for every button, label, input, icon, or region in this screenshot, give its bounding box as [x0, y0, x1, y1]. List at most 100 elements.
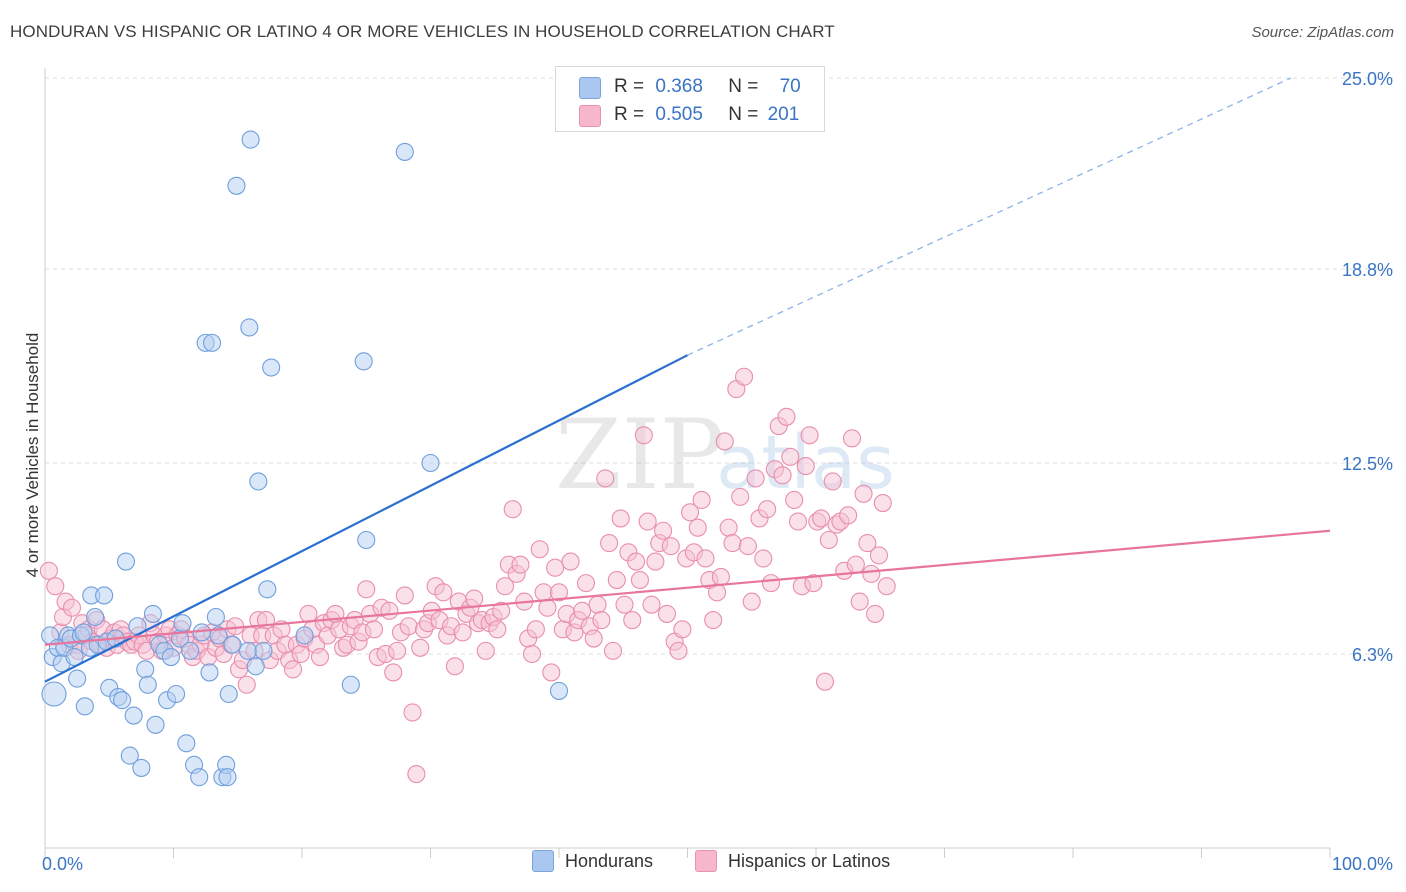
- hispanics-point: [719, 518, 738, 537]
- hispanics-point: [812, 509, 831, 528]
- hondurans-point: [181, 641, 200, 660]
- hispanics-point: [611, 509, 630, 528]
- y-tick-label-2: 18.8%: [1342, 260, 1393, 280]
- hondurans-point: [219, 684, 238, 704]
- source-label: Source: ZipAtlas.com: [1251, 24, 1394, 41]
- hondurans-point: [549, 681, 569, 700]
- hondurans-point: [41, 681, 67, 707]
- gridlines: [45, 77, 1393, 655]
- hispanics-point: [453, 623, 472, 642]
- y-axis-title: 4 or more Vehicles in Household: [23, 333, 42, 578]
- hispanics-point: [573, 601, 592, 620]
- hispanics-point: [704, 611, 723, 630]
- legend-item-hondurans[interactable]: Hondurans: [532, 850, 653, 872]
- legend-label-hispanics: Hispanics or Latinos: [728, 850, 891, 871]
- hondurans-point: [200, 663, 219, 682]
- hispanics-point: [522, 644, 542, 664]
- hispanics-point: [600, 534, 619, 553]
- hispanics-point: [800, 426, 819, 445]
- hispanics-point: [773, 466, 792, 485]
- legend-text-hondurans: R = 0.368 N = 70: [614, 76, 801, 97]
- hispanics-point: [534, 583, 553, 602]
- hondurans-point: [395, 142, 414, 161]
- hondurans-point: [240, 318, 259, 337]
- hispanics-point: [742, 592, 761, 611]
- hispanics-point: [495, 577, 515, 596]
- hispanics-point: [754, 549, 773, 568]
- hispanics-point: [46, 577, 65, 596]
- hispanics-point: [615, 595, 634, 614]
- hondurans-point: [227, 176, 246, 195]
- hispanics-point: [39, 561, 58, 580]
- hispanics-point: [738, 537, 757, 556]
- hispanics-point: [237, 675, 256, 694]
- hispanics-point: [869, 546, 889, 565]
- x-tick-right: 100.0%: [1332, 854, 1393, 874]
- hispanics-point: [746, 469, 765, 488]
- hispanics-point: [696, 549, 715, 568]
- hispanics-point: [283, 660, 303, 679]
- hispanics-point: [476, 641, 495, 660]
- legend-text-hispanics: R = 0.505 N = 201: [614, 104, 800, 125]
- hondurans-point: [177, 734, 196, 753]
- hispanics-point: [357, 580, 376, 599]
- hispanics-point: [669, 641, 688, 660]
- hispanics-point: [388, 641, 407, 660]
- hispanics-point: [407, 765, 426, 784]
- legend-swatch-hispanics: [579, 105, 601, 127]
- hispanics-point: [854, 484, 873, 503]
- hispanics-point: [839, 506, 858, 525]
- hondurans-point: [143, 604, 162, 623]
- hondurans-point: [218, 768, 237, 787]
- y-tick-label-1: 12.5%: [1342, 454, 1393, 474]
- hondurans-point: [254, 641, 273, 660]
- hispanics-point: [781, 447, 800, 466]
- hondurans-point: [167, 684, 186, 704]
- hispanics-point: [711, 567, 730, 587]
- hondurans-point: [258, 580, 277, 599]
- hispanics-point: [542, 663, 561, 682]
- legend-swatch-hondurans-bottom: [532, 850, 554, 872]
- hispanics-point: [731, 487, 750, 506]
- hispanics-point: [511, 555, 530, 574]
- axes: [44, 68, 1331, 858]
- hispanics-point: [804, 574, 823, 593]
- hispanics-point: [877, 577, 896, 596]
- hondurans-point: [68, 669, 87, 688]
- hispanics-point: [815, 672, 835, 691]
- hispanics-point: [642, 595, 661, 614]
- legend-item-hispanics[interactable]: Hispanics or Latinos: [695, 850, 890, 872]
- hispanics-point: [395, 586, 414, 605]
- hispanics-point: [561, 552, 580, 571]
- hispanics-point: [634, 426, 653, 445]
- hispanics-point: [866, 604, 885, 623]
- hondurans-point: [138, 675, 157, 694]
- hispanics-point: [291, 644, 310, 664]
- hondurans-point: [132, 758, 151, 777]
- hispanics-point: [503, 500, 522, 519]
- hondurans-point: [95, 586, 114, 605]
- hispanics-point: [723, 534, 742, 553]
- hondurans-point: [223, 635, 242, 654]
- hispanics-point: [661, 537, 680, 556]
- hispanics-point: [654, 521, 673, 540]
- hispanics-point: [623, 611, 642, 630]
- hondurans-point: [262, 358, 281, 377]
- hispanics-point: [492, 601, 511, 620]
- hondurans-point: [421, 453, 440, 473]
- hispanics-point: [549, 583, 569, 602]
- hispanics-point: [657, 604, 676, 623]
- hispanics-point: [546, 558, 565, 577]
- hondurans-point: [206, 607, 225, 627]
- hispanics-point: [434, 583, 453, 602]
- hondurans-point: [161, 647, 180, 667]
- hispanics-point: [588, 595, 607, 614]
- hispanics-point: [576, 574, 596, 593]
- legend-row-hispanics: R = 0.505 N = 201: [556, 101, 824, 129]
- hispanics-point: [688, 518, 707, 537]
- hondurans-point: [124, 706, 143, 725]
- hondurans-trend-line: [44, 354, 688, 683]
- tick-labels: 6.3% 12.5% 18.8% 25.0%: [1342, 69, 1393, 665]
- hispanics-point: [445, 657, 464, 676]
